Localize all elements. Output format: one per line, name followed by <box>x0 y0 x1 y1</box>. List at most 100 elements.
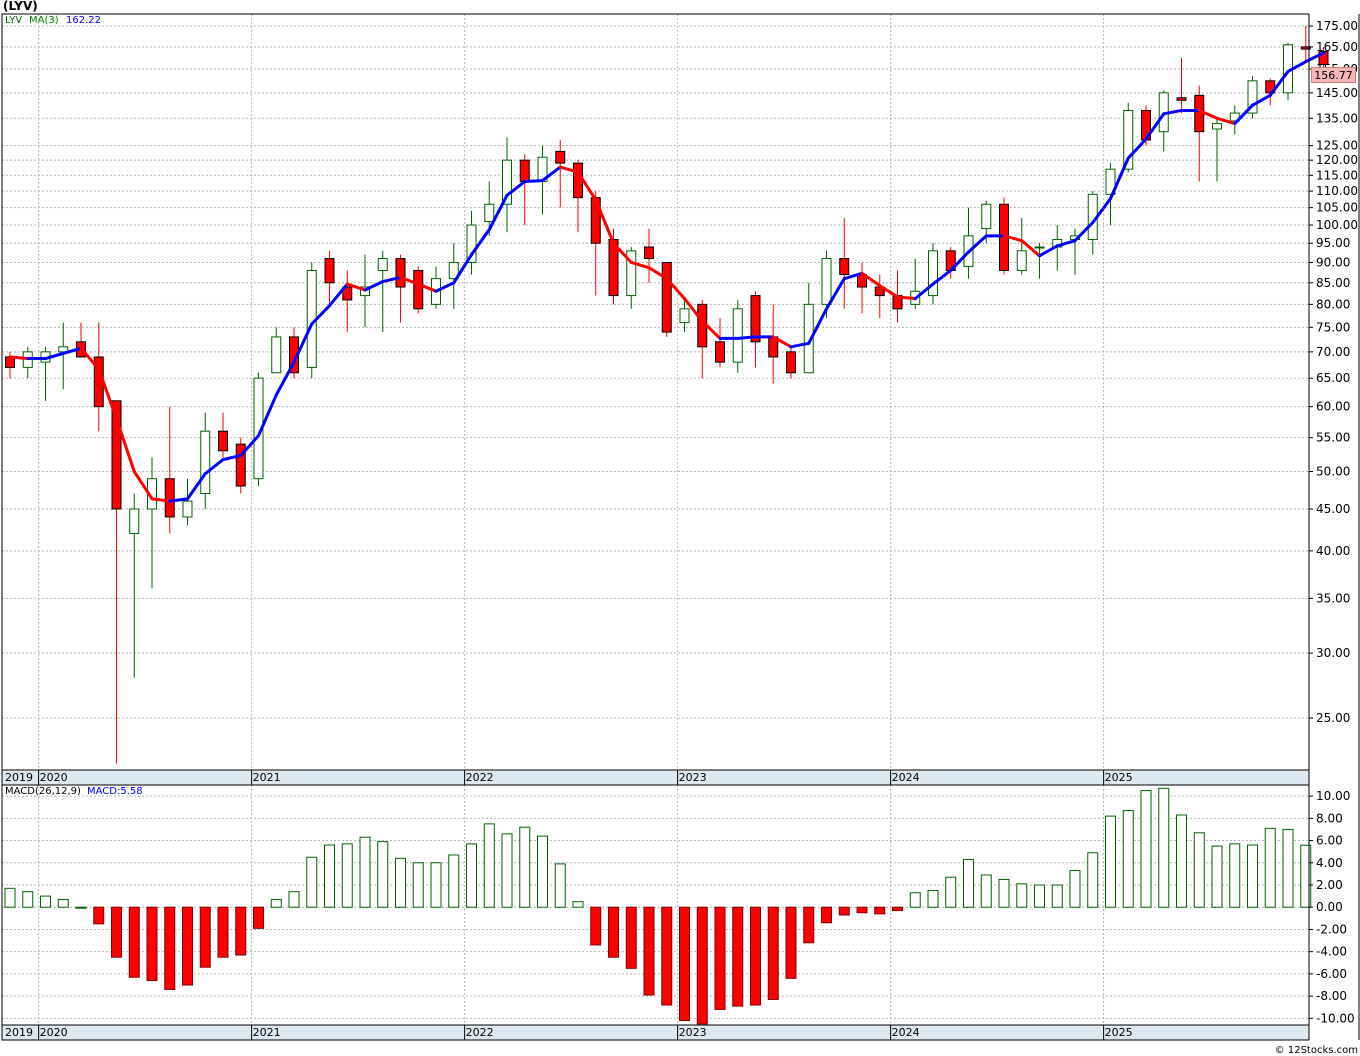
ma-segment <box>221 454 243 462</box>
price-tick-label: 50.00 <box>1316 465 1350 479</box>
candle-body <box>679 308 690 324</box>
macd-bar <box>217 906 229 958</box>
macd-bar <box>590 906 602 946</box>
year-label: 2023 <box>679 1026 707 1039</box>
legend-ma-value: 162.22 <box>66 15 101 26</box>
ma-segment <box>345 282 367 292</box>
macd-bar <box>1158 787 1170 908</box>
candle-body <box>750 295 761 343</box>
ma-segment <box>541 165 562 183</box>
ma-segment <box>115 417 136 474</box>
candle-body <box>786 351 796 374</box>
candle-body <box>644 246 654 260</box>
macd-bar <box>1247 844 1258 908</box>
candle-body <box>342 286 353 301</box>
macd-bar <box>430 862 442 908</box>
ma-segment <box>576 170 598 202</box>
macd-bar <box>732 906 744 1007</box>
candle-body <box>502 159 512 205</box>
footer-credit: © 12Stocks.com <box>1274 1045 1358 1056</box>
candle-body <box>661 261 672 333</box>
candle-body <box>324 258 335 284</box>
candle-body <box>981 203 992 230</box>
ma-segment <box>1055 239 1077 248</box>
ma-segment <box>487 193 509 232</box>
macd-bar <box>146 906 158 982</box>
macd-tick-label: -10.00 <box>1316 1011 1355 1025</box>
ma-segment <box>612 241 633 264</box>
macd-tick-label: 8.00 <box>1316 811 1343 825</box>
candle-body <box>573 162 583 199</box>
macd-bar <box>75 906 87 909</box>
candle-body <box>1212 123 1222 130</box>
macd-bar <box>625 906 637 969</box>
macd-bar <box>1069 870 1081 908</box>
macd-bar <box>57 898 69 908</box>
macd-bar <box>359 836 371 908</box>
candle-body <box>271 336 282 374</box>
year-label: 2021 <box>253 1026 281 1039</box>
candle-body <box>111 400 122 510</box>
macd-panel-frame <box>1 784 1310 1026</box>
year-label: 2023 <box>679 771 707 784</box>
macd-histogram <box>4 787 1312 1025</box>
macd-bar <box>306 856 318 908</box>
ma-segment <box>1233 103 1254 126</box>
ma-segment <box>363 280 385 292</box>
ma-segment <box>8 355 30 361</box>
ma-segment <box>381 275 402 284</box>
ma-segment <box>1215 116 1237 126</box>
macd-tick-label: 0.00 <box>1316 900 1343 914</box>
macd-tick-label: 6.00 <box>1316 834 1343 848</box>
macd-bar <box>980 874 992 908</box>
macd-bar <box>696 906 708 1025</box>
macd-bar <box>1051 884 1063 908</box>
macd-bar <box>199 906 211 968</box>
legend-ma-label: MA(3) <box>29 15 59 26</box>
candle-body <box>235 443 246 487</box>
candle-body <box>182 500 193 518</box>
candle-body <box>555 150 566 164</box>
candle-body <box>413 269 424 310</box>
macd-bar <box>164 906 176 990</box>
macd-bar <box>483 823 495 908</box>
macd-bar <box>412 862 424 908</box>
price-tick-label: 80.00 <box>1316 297 1350 311</box>
ma-segment <box>292 322 314 364</box>
year-label: 2022 <box>466 1026 494 1039</box>
price-tick-label: 25.00 <box>1316 711 1350 725</box>
price-tick-label: 55.00 <box>1316 431 1350 445</box>
macd-bar <box>519 826 531 908</box>
ma-segment <box>1126 137 1148 160</box>
price-tick-label: 110.00 <box>1316 184 1358 198</box>
macd-bar <box>1282 828 1294 908</box>
ma-segment <box>44 351 65 361</box>
ma-segment <box>1038 244 1059 258</box>
macd-bar <box>821 906 832 924</box>
candle-body <box>928 250 938 297</box>
macd-bar <box>4 887 16 908</box>
macd-tick-label: 2.00 <box>1316 878 1343 892</box>
ma-segment <box>150 497 172 503</box>
macd-bar <box>1016 883 1028 908</box>
ma-segment <box>132 470 154 501</box>
macd-bar <box>537 835 548 908</box>
macd-bar <box>608 906 619 958</box>
price-tick-label: 175.00 <box>1316 19 1358 33</box>
candle-body <box>484 203 495 222</box>
macd-bar <box>341 843 353 908</box>
ma-segment <box>896 295 917 301</box>
price-tick-label: 115.00 <box>1316 168 1358 182</box>
year-label: 2021 <box>253 771 281 784</box>
candle-body <box>839 258 850 276</box>
macd-bar <box>998 878 1010 908</box>
macd-bar <box>661 906 673 1006</box>
ma-segment <box>523 179 544 184</box>
ma-segment <box>1251 93 1272 107</box>
macd-bar <box>1122 810 1134 908</box>
ma-segment <box>913 282 935 301</box>
macd-bar <box>927 890 939 908</box>
year-label: 2025 <box>1105 1026 1133 1039</box>
macd-bar <box>466 843 477 908</box>
macd-bar <box>554 863 566 908</box>
